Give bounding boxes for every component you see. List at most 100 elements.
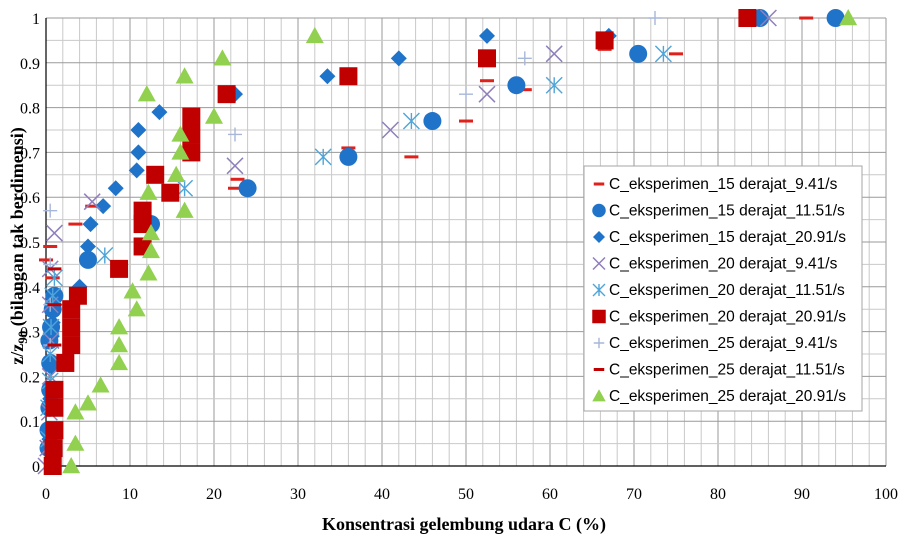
data-point: [43, 203, 58, 218]
data-point: [175, 67, 194, 84]
data-point: [91, 376, 110, 393]
data-point: [45, 380, 64, 399]
legend: C_eksperimen_15 derajat_9.41/s C_eksperim…: [583, 165, 863, 412]
data-point: [110, 353, 129, 371]
data-point: [759, 9, 777, 27]
y-axis-title: z/z90 (bilangan tak berdimensi): [7, 127, 30, 365]
data-point: [95, 198, 112, 215]
x-tick-label: 70: [626, 486, 642, 503]
data-point: [83, 193, 101, 211]
data-point: [123, 282, 142, 299]
x-tick-label: 30: [290, 486, 306, 503]
data-point: [110, 336, 129, 353]
y-tick-label: 0.5: [20, 235, 40, 252]
data-point: [56, 353, 75, 372]
data-point: [66, 403, 85, 420]
data-point: [42, 318, 60, 336]
y-tick-label: 0.7: [20, 145, 40, 162]
legend-marker: [593, 337, 605, 349]
x-tick-label: 0: [42, 486, 50, 503]
legend-label: C_eksperimen_25 derajat_20.91/s: [609, 388, 846, 405]
data-point: [45, 224, 63, 242]
legend-marker: [592, 256, 606, 271]
data-point: [545, 76, 563, 94]
data-point: [107, 180, 124, 197]
data-point: [339, 147, 358, 166]
y-tick-label: 0.9: [20, 56, 40, 73]
data-point: [139, 264, 158, 281]
data-point: [130, 144, 147, 161]
data-point: [45, 398, 64, 417]
series-9: [62, 9, 858, 474]
data-point: [213, 49, 232, 66]
x-tick-label: 40: [374, 486, 390, 503]
y-tick-label: 0.6: [20, 190, 40, 207]
data-point: [648, 11, 662, 25]
data-marks: [37, 9, 858, 475]
y-axis-title-sub: 90: [15, 331, 30, 344]
data-point: [217, 85, 236, 104]
data-point: [319, 68, 336, 85]
data-point: [62, 457, 81, 474]
legend-marker: [592, 389, 606, 402]
legend-label: C_eksperimen_15 derajat_11.51/s: [609, 203, 845, 220]
data-point: [478, 85, 496, 103]
data-point: [402, 112, 420, 130]
legend-label: C_eksperimen_20 derajat_20.91/s: [609, 309, 846, 326]
data-point: [314, 148, 332, 166]
data-point: [79, 394, 97, 411]
data-point: [142, 224, 160, 241]
x-tick-label: 90: [794, 486, 810, 503]
x-tick-label: 60: [542, 486, 558, 503]
data-point: [182, 107, 201, 126]
data-point: [595, 31, 614, 50]
data-point: [507, 76, 526, 95]
data-point: [629, 44, 648, 63]
x-tick-label: 100: [874, 486, 898, 503]
x-tick-label: 10: [122, 486, 138, 503]
data-point: [45, 421, 64, 440]
data-point: [82, 216, 99, 233]
legend-label: C_eksperimen_25 derajat_9.41/s: [609, 335, 838, 352]
data-point: [479, 27, 495, 44]
legend-label: C_eksperimen_20 derajat_11.51/s: [609, 282, 845, 299]
data-point: [205, 107, 223, 124]
data-point: [68, 286, 87, 305]
y-tick-label: 0.8: [20, 101, 40, 118]
legend-marker: [592, 283, 606, 297]
series-8: [45, 267, 62, 428]
data-point: [738, 9, 757, 27]
data-point: [43, 457, 62, 475]
data-point: [171, 125, 190, 142]
data-point: [127, 300, 146, 317]
x-axis-title: Konsentrasi gelembung udara C (%): [322, 514, 606, 535]
data-point: [139, 183, 158, 200]
data-point: [128, 162, 145, 179]
data-point: [226, 157, 244, 175]
data-point: [146, 165, 165, 184]
tick-labels: 0 10 20 30 40 50 60 70 80 90 100 0 0.1 0.2 0.3 0.4 0.5 0.…: [20, 11, 898, 503]
x-tick-label: 20: [206, 486, 222, 503]
data-point: [44, 314, 61, 331]
data-point: [381, 121, 399, 139]
data-point: [44, 287, 62, 305]
legend-marker: [592, 203, 606, 218]
data-point: [161, 183, 180, 202]
y-tick-label: 1: [32, 11, 40, 28]
data-point: [62, 336, 81, 355]
data-point: [171, 143, 190, 160]
data-point: [228, 127, 242, 142]
data-point: [167, 165, 186, 182]
legend-label: C_eksperimen_15 derajat_9.41/s: [609, 176, 838, 193]
data-point: [80, 251, 96, 268]
data-point: [478, 49, 496, 68]
data-point: [545, 45, 563, 63]
data-point: [142, 241, 160, 259]
data-point: [839, 9, 858, 26]
data-point: [654, 45, 672, 63]
data-point: [66, 434, 85, 451]
y-tick-label: 0.4: [20, 280, 40, 297]
data-point: [151, 104, 168, 121]
